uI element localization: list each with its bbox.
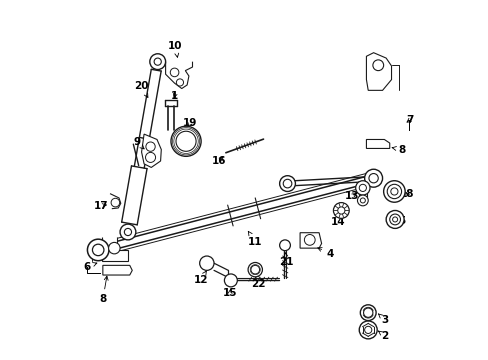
Text: 17: 17 — [94, 201, 108, 211]
Circle shape — [145, 142, 155, 151]
Circle shape — [359, 184, 366, 192]
Text: 15: 15 — [223, 288, 237, 298]
Circle shape — [357, 195, 367, 206]
Circle shape — [392, 217, 397, 222]
Polygon shape — [102, 265, 132, 275]
Polygon shape — [300, 233, 321, 248]
Text: 16: 16 — [211, 156, 225, 166]
Circle shape — [171, 126, 201, 156]
Circle shape — [283, 179, 291, 188]
Text: 21: 21 — [279, 253, 293, 267]
Circle shape — [279, 240, 290, 251]
Circle shape — [87, 239, 109, 261]
Circle shape — [383, 181, 405, 202]
Text: 8: 8 — [391, 144, 405, 154]
Circle shape — [390, 188, 397, 195]
Text: 8: 8 — [99, 276, 108, 305]
Text: 13: 13 — [344, 191, 359, 201]
Circle shape — [386, 184, 401, 199]
Text: 11: 11 — [247, 231, 262, 247]
Text: 1: 1 — [171, 91, 178, 101]
Text: 2: 2 — [378, 331, 388, 341]
Circle shape — [304, 234, 314, 245]
Polygon shape — [366, 139, 389, 148]
Circle shape — [372, 60, 383, 71]
Circle shape — [176, 131, 196, 151]
Circle shape — [359, 321, 376, 339]
Polygon shape — [110, 194, 121, 209]
Circle shape — [368, 174, 378, 183]
Circle shape — [279, 176, 295, 192]
Circle shape — [363, 308, 372, 318]
Circle shape — [364, 326, 371, 333]
Text: 18: 18 — [399, 189, 413, 199]
Polygon shape — [142, 134, 161, 167]
Circle shape — [250, 265, 259, 274]
Circle shape — [154, 58, 161, 65]
Circle shape — [333, 203, 348, 219]
Text: 4: 4 — [317, 248, 334, 258]
Text: 6: 6 — [83, 262, 97, 272]
Circle shape — [124, 228, 131, 235]
Circle shape — [120, 224, 136, 240]
Text: 14: 14 — [330, 212, 345, 227]
Text: 10: 10 — [168, 41, 182, 57]
Polygon shape — [366, 53, 391, 90]
Circle shape — [337, 207, 344, 214]
Circle shape — [386, 211, 403, 228]
Circle shape — [247, 262, 262, 277]
Circle shape — [224, 274, 237, 287]
Polygon shape — [165, 62, 192, 89]
Text: 3: 3 — [378, 314, 388, 325]
Circle shape — [199, 256, 214, 270]
Circle shape — [111, 198, 120, 207]
Circle shape — [145, 152, 155, 162]
Circle shape — [364, 169, 382, 187]
Circle shape — [149, 54, 165, 69]
Text: 5: 5 — [395, 213, 405, 226]
Circle shape — [355, 181, 369, 195]
Circle shape — [92, 244, 104, 256]
Text: 22: 22 — [251, 274, 265, 289]
Circle shape — [360, 305, 375, 320]
Circle shape — [389, 214, 400, 225]
Polygon shape — [102, 237, 128, 261]
Circle shape — [108, 242, 120, 254]
Text: 9: 9 — [133, 138, 144, 149]
Text: 7: 7 — [406, 115, 413, 125]
Circle shape — [170, 68, 179, 77]
Text: 12: 12 — [193, 271, 207, 285]
Circle shape — [360, 198, 365, 203]
Text: 19: 19 — [183, 118, 197, 128]
Circle shape — [176, 79, 183, 86]
Text: 20: 20 — [134, 81, 148, 98]
